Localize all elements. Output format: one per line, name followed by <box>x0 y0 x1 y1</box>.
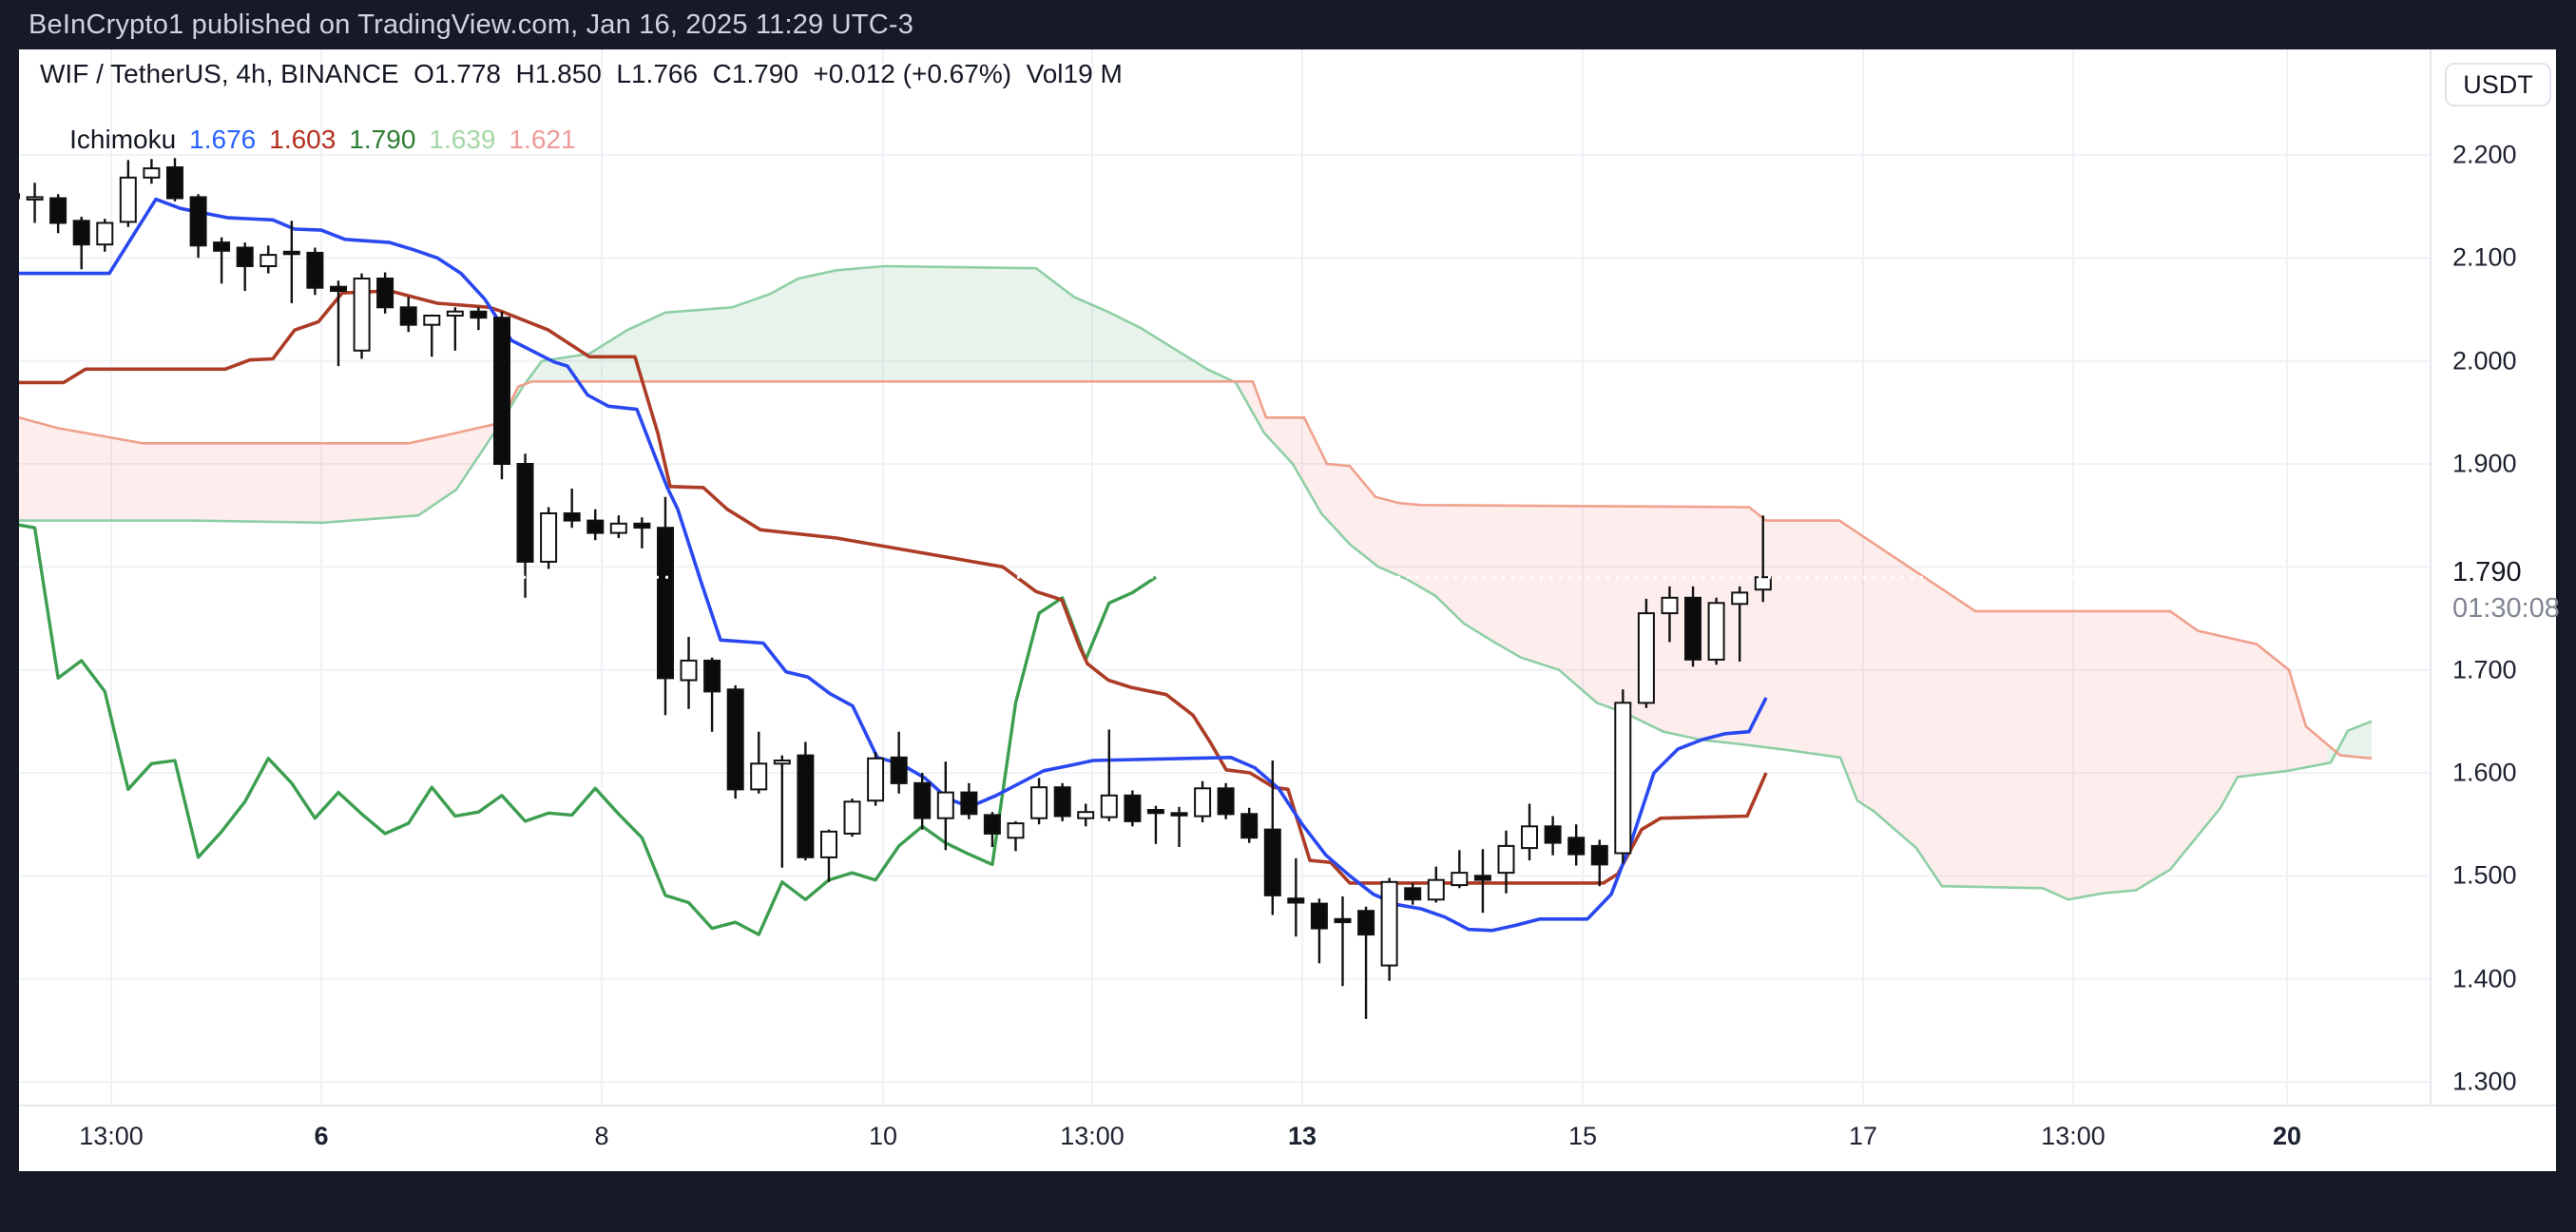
publish-text: BeInCrypto1 published on TradingView.com… <box>29 10 914 40</box>
price-tick-label: 1.600 <box>2452 758 2517 787</box>
price-tick-label: 1.300 <box>2452 1067 2517 1096</box>
publish-bar: BeInCrypto1 published on TradingView.com… <box>0 0 2576 49</box>
indicator-value: 1.639 <box>429 125 496 154</box>
time-tick-label: 15 <box>1567 1122 1598 1150</box>
time-tick-label: 8 <box>594 1122 609 1150</box>
indicator-value: 1.676 <box>189 125 257 154</box>
price-tick-label: 1.500 <box>2452 860 2517 890</box>
time-tick-label: 17 <box>1848 1122 1878 1150</box>
indicator-value: 1.603 <box>269 125 336 154</box>
indicator-value: 1.621 <box>509 125 576 154</box>
price-tick-label: 2.100 <box>2452 242 2517 272</box>
price-tick-label: 1.700 <box>2452 655 2517 684</box>
time-tick-label: 13:00 <box>2041 1122 2105 1150</box>
candle-countdown: 01:30:08 <box>2452 593 2560 624</box>
time-tick-label: 10 <box>868 1122 898 1150</box>
current-price-value: 1.790 <box>2452 557 2522 587</box>
ichimoku-legend: Ichimoku 1.676 1.603 1.790 1.639 1.621 <box>40 94 603 185</box>
price-tick-label: 2.000 <box>2452 346 2517 375</box>
time-tick-label: 20 <box>2272 1122 2302 1150</box>
price-tick-label: 1.400 <box>2452 964 2517 993</box>
price-tick-label: 1.900 <box>2452 449 2517 478</box>
time-tick-label: 6 <box>314 1122 329 1150</box>
price-tick-label: 2.200 <box>2452 140 2517 169</box>
price-axis-separator <box>2430 49 2432 1105</box>
current-price-label: 1.790 01:30:08 <box>2432 555 2560 633</box>
time-axis-separator <box>19 1105 2556 1107</box>
watermark-bar: TradingView <box>0 1171 2576 1232</box>
time-tick-label: 13 <box>1287 1122 1317 1150</box>
indicator-name: Ichimoku <box>69 125 177 154</box>
time-tick-label: 13:00 <box>79 1122 144 1150</box>
indicator-value: 1.790 <box>349 125 416 154</box>
time-tick-label: 13:00 <box>1060 1122 1125 1150</box>
symbol-legend: WIF / TetherUS, 4h, BINANCE O1.778 H1.85… <box>40 59 1123 88</box>
currency-toggle-button[interactable]: USDT <box>2445 63 2551 106</box>
